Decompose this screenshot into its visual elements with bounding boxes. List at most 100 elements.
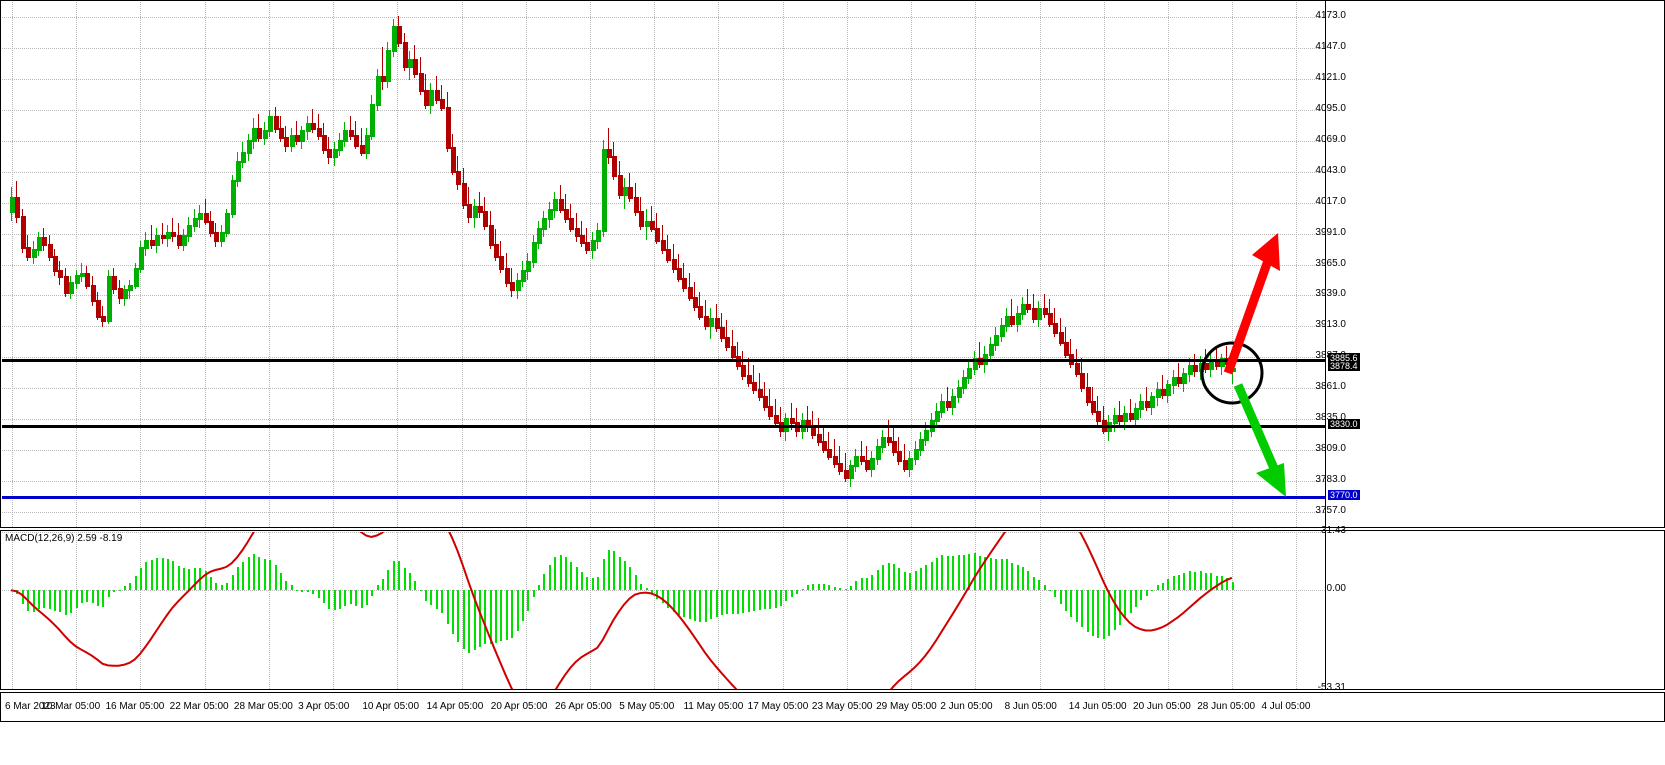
macd-histogram-bar: [392, 560, 395, 591]
candle-wick: [349, 116, 351, 140]
candle-body: [832, 455, 838, 465]
price-axis-tick: 3783.0: [1315, 473, 1346, 485]
macd-histogram-bar: [118, 589, 121, 591]
candle-body: [133, 268, 139, 287]
candle-body: [822, 441, 828, 451]
macd-histogram-bar: [344, 590, 347, 606]
candle-wick: [769, 389, 771, 421]
macd-axis[interactable]: 31.43 0.00 -53.31: [1318, 525, 1665, 693]
time-gridline: [268, 532, 270, 689]
candle-body: [859, 455, 865, 463]
candle-body: [655, 227, 661, 242]
macd-histogram-bar: [457, 590, 460, 642]
price-level-tag[interactable]: 3830.0: [1328, 418, 1360, 429]
time-gridline: [911, 532, 913, 689]
macd-histogram-bar: [1113, 590, 1116, 630]
macd-histogram-bar: [204, 571, 207, 591]
candle-body: [606, 149, 612, 159]
candle-body: [757, 389, 763, 399]
price-pane: 4173.0 4147.0 4121.0 4095.0 4069.0 4043.0 4017…: [0, 0, 1665, 528]
price-level-line[interactable]: [2, 424, 1325, 428]
candle-body: [649, 220, 655, 230]
candle-body: [1177, 377, 1183, 385]
candle-body: [338, 139, 344, 152]
candle-wick: [806, 405, 808, 432]
candle-body: [321, 135, 327, 152]
candle-body: [746, 374, 752, 385]
time-gridline: [333, 2, 335, 527]
candle-body: [343, 130, 349, 142]
time-axis-tick: 14 Apr 05:00: [426, 701, 484, 712]
price-level-line[interactable]: [2, 496, 1325, 500]
macd-histogram-bar: [322, 590, 325, 604]
macd-histogram-bar: [387, 570, 390, 591]
price-level-tag[interactable]: 3878.4: [1328, 361, 1360, 372]
candle-body: [246, 139, 252, 154]
macd-histogram-bar: [844, 588, 847, 591]
candle-body: [676, 268, 682, 280]
candle-body: [1090, 401, 1096, 413]
candle-body: [725, 336, 731, 349]
macd-histogram-bar: [607, 550, 610, 591]
candle-wick: [172, 218, 174, 242]
candle-wick: [758, 372, 760, 402]
macd-histogram-bar: [43, 590, 46, 609]
candle-body: [139, 246, 145, 271]
price-level-tag[interactable]: 3770.0: [1328, 490, 1360, 501]
candle-body: [515, 279, 521, 292]
candle-wick: [763, 382, 765, 411]
price-gridline: [2, 79, 1325, 81]
macd-histogram-bar: [618, 556, 621, 591]
time-axis: 6 Mar 2023 10 Mar 05:00 16 Mar 05:00 22 Mar…: [1, 693, 1664, 721]
time-axis-tick: 29 May 05:00: [876, 701, 937, 712]
candle-body: [483, 211, 489, 228]
candle-body: [633, 196, 639, 214]
macd-histogram-bar: [48, 590, 51, 609]
macd-histogram-bar: [914, 571, 917, 591]
candle-body: [671, 258, 677, 271]
macd-histogram-bar: [462, 590, 465, 649]
macd-histogram-bar: [1210, 573, 1213, 591]
candle-wick: [731, 329, 733, 361]
price-level-line[interactable]: [2, 358, 1325, 362]
candle-body: [31, 249, 37, 259]
price-gridline: [2, 202, 1325, 204]
price-gridline: [2, 48, 1325, 50]
macd-histogram-bar: [1172, 575, 1175, 591]
macd-histogram-bar: [209, 576, 212, 591]
candle-body: [1117, 415, 1123, 423]
macd-histogram-bar: [333, 590, 336, 611]
macd-histogram-bar: [817, 583, 820, 591]
candle-body: [348, 130, 354, 138]
macd-histogram-bar: [1038, 580, 1041, 591]
candle-body: [1074, 363, 1080, 375]
candle-body: [316, 127, 322, 138]
macd-histogram-bar: [731, 590, 734, 614]
macd-histogram-bar: [1135, 590, 1137, 607]
price-gridline: [2, 480, 1325, 482]
candle-body: [1134, 408, 1139, 420]
macd-histogram-bar: [285, 580, 288, 591]
candle-body: [144, 239, 150, 249]
price-axis[interactable]: 4173.0 4147.0 4121.0 4095.0 4069.0 4043.0 4017…: [1315, 1, 1665, 527]
candle-body: [451, 146, 456, 173]
macd-histogram-bar: [554, 557, 557, 591]
macd-histogram-bar: [306, 590, 309, 593]
candle-body: [149, 239, 155, 247]
candle-wick: [559, 184, 561, 214]
macd-histogram-bar: [516, 590, 519, 631]
candle-body: [1230, 367, 1236, 373]
macd-histogram-bar: [452, 590, 454, 635]
price-level-tag[interactable]: 3885.6: [1328, 352, 1360, 363]
macd-histogram-bar: [365, 590, 368, 605]
candle-body: [951, 396, 957, 408]
price-axis-tick: 3757.0: [1315, 504, 1346, 516]
macd-histogram-bar: [54, 590, 57, 611]
candle-body: [499, 256, 505, 271]
time-axis-pane[interactable]: 6 Mar 2023 10 Mar 05:00 16 Mar 05:00 22 Mar…: [0, 692, 1665, 722]
time-axis-tick: 28 Mar 05:00: [233, 701, 293, 712]
candle-body: [252, 127, 257, 142]
candle-body: [1182, 372, 1188, 385]
macd-histogram-bar: [667, 590, 670, 608]
candle-wick: [355, 120, 357, 150]
